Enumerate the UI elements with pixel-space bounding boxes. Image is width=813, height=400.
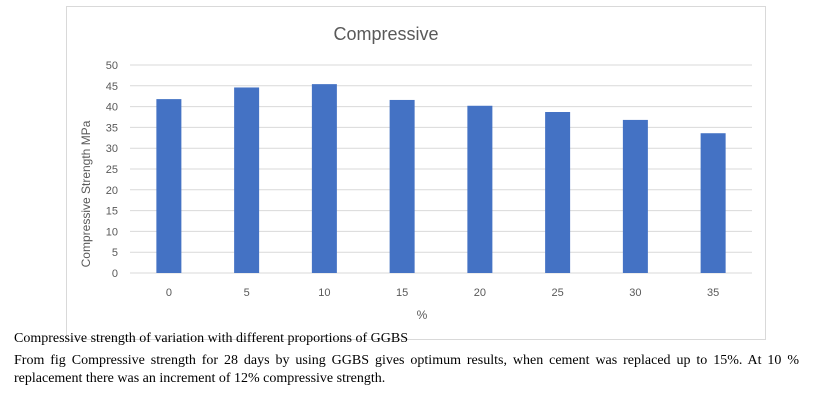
chart-frame: Compressive 0 5 10 15 20 25 30 35 40 45 50 0 5 10 15 2… (66, 6, 766, 340)
y-tick-label: 5 (112, 247, 118, 259)
x-tick-label: 25 (552, 287, 564, 299)
bar-25 (545, 112, 571, 274)
x-axis-ticks: 0 5 10 15 20 25 30 35 (166, 287, 719, 299)
figure-caption: Compressive strength of variation with d… (14, 331, 409, 346)
y-tick-label: 20 (106, 185, 118, 197)
gridlines (130, 64, 752, 274)
bar-20 (467, 105, 493, 273)
x-tick-label: 35 (707, 287, 719, 299)
y-tick-label: 10 (106, 226, 118, 238)
bar-10 (311, 84, 337, 273)
x-tick-label: 0 (166, 287, 172, 299)
bar-15 (389, 99, 415, 273)
x-tick-label: 15 (396, 287, 408, 299)
x-axis-label: % (417, 308, 428, 322)
x-tick-label: 20 (474, 287, 486, 299)
y-axis-label: Compressive Strength MPa (79, 120, 93, 267)
y-tick-label: 40 (106, 102, 118, 114)
bars (156, 84, 726, 274)
x-tick-label: 10 (318, 287, 330, 299)
chart-title: Compressive (333, 24, 438, 44)
y-tick-label: 35 (106, 122, 118, 134)
y-tick-label: 15 (106, 206, 118, 218)
bar-0 (156, 99, 182, 273)
x-tick-label: 5 (244, 287, 250, 299)
y-tick-label: 50 (106, 60, 118, 72)
y-tick-label: 25 (106, 164, 118, 176)
y-tick-label: 30 (106, 143, 118, 155)
y-axis-ticks: 0 5 10 15 20 25 30 35 40 45 50 (106, 60, 118, 280)
y-tick-label: 0 (112, 268, 118, 280)
x-tick-label: 30 (629, 287, 641, 299)
bar-5 (234, 87, 260, 274)
bar-30 (622, 119, 648, 273)
figure-description: From fig Compressive strength for 28 day… (14, 353, 799, 386)
bar-chart: Compressive 0 5 10 15 20 25 30 35 40 45 50 0 5 10 15 2… (79, 24, 752, 322)
bar-35 (700, 133, 726, 273)
y-tick-label: 45 (106, 81, 118, 93)
